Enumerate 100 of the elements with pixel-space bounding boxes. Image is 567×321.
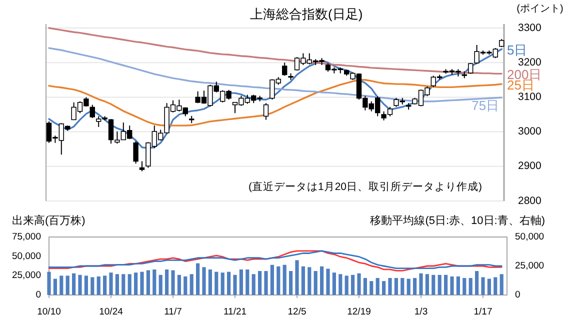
bar <box>233 274 237 295</box>
series-label: 75日 <box>472 98 500 113</box>
bar <box>487 278 491 295</box>
bar <box>314 271 318 295</box>
x-tick-label: 11/7 <box>164 306 182 318</box>
bar <box>475 271 479 295</box>
bar <box>84 276 88 295</box>
bar <box>481 277 485 295</box>
bar <box>122 274 126 295</box>
bar <box>338 274 342 295</box>
line-series <box>48 27 502 75</box>
bar <box>370 281 374 295</box>
bar <box>184 276 188 295</box>
y-tick-label: 0 <box>36 290 41 301</box>
candlestick <box>133 140 138 164</box>
bar <box>158 274 162 295</box>
y-tick-label: 3000 <box>518 126 542 138</box>
bar <box>258 271 262 295</box>
bar <box>171 270 175 295</box>
x-tick-label: 1/3 <box>414 306 428 318</box>
bar <box>202 267 206 295</box>
bar <box>128 274 132 295</box>
bar <box>406 278 410 295</box>
x-tick-label: 10/24 <box>99 306 123 318</box>
bar <box>220 272 224 295</box>
candlestick <box>282 62 288 76</box>
x-tick-label: 11/21 <box>223 306 247 318</box>
bar <box>66 276 70 295</box>
bar <box>208 269 212 295</box>
bar <box>246 269 250 295</box>
bar <box>90 277 94 295</box>
bar <box>357 273 361 295</box>
bar <box>152 269 156 295</box>
x-tick-label: 1/17 <box>474 306 492 318</box>
bar <box>388 278 392 295</box>
bar <box>326 268 330 295</box>
bar <box>214 272 218 295</box>
bar <box>456 276 460 295</box>
bar <box>394 278 398 295</box>
bar <box>494 277 498 295</box>
bar <box>376 278 380 295</box>
bar <box>425 274 429 295</box>
bar <box>47 272 51 295</box>
x-tick-label: 10/10 <box>37 306 61 318</box>
bar <box>419 273 423 295</box>
y-tick-label: 25,000 <box>12 270 41 282</box>
bar <box>444 274 448 295</box>
bar <box>332 272 336 295</box>
bar <box>103 276 107 295</box>
bar <box>351 274 355 295</box>
y2-axis-title: 移動平均線(5日:赤、10日:青、右軸) <box>370 214 545 227</box>
line-series <box>48 48 502 149</box>
bar <box>78 274 82 295</box>
line-series <box>48 79 502 126</box>
bar <box>295 260 299 295</box>
bar <box>462 278 466 295</box>
candlestick <box>263 102 269 120</box>
bar <box>450 276 454 295</box>
bar <box>190 274 194 295</box>
bar <box>115 274 119 295</box>
bar <box>363 278 367 295</box>
bar <box>165 269 169 295</box>
bar <box>468 278 472 295</box>
bar <box>301 266 305 295</box>
x-tick-label: 12/5 <box>288 306 306 318</box>
bar <box>53 278 57 295</box>
bar <box>196 263 200 295</box>
y-tick-label: 3200 <box>518 56 542 68</box>
candlestick <box>139 160 145 172</box>
bar <box>264 271 268 295</box>
bar <box>60 276 64 295</box>
bar <box>400 278 404 295</box>
bar <box>252 274 256 295</box>
bar <box>432 274 436 295</box>
chart-title: 上海総合指数(日足) <box>250 6 363 22</box>
bar <box>109 272 113 295</box>
bar <box>227 272 231 295</box>
bar <box>382 281 386 295</box>
series-label: 5日 <box>507 42 528 58</box>
bar <box>270 264 274 295</box>
bar <box>177 274 181 295</box>
y-tick-label: 3100 <box>518 90 542 103</box>
bar <box>239 269 243 295</box>
y-tick-label: 3300 <box>518 22 542 34</box>
bar <box>344 276 348 295</box>
annotation: (直近データは1月20日、取引所データより作成) <box>248 180 482 193</box>
bar <box>140 272 144 295</box>
candlestick <box>90 104 95 118</box>
bar <box>308 267 312 295</box>
y-axis-title: (ポイント) <box>516 4 564 15</box>
bar <box>289 271 293 295</box>
y-tick-label: 50,000 <box>12 250 41 262</box>
bar <box>320 266 324 295</box>
bar <box>282 264 286 295</box>
y-tick-label: 2900 <box>518 160 542 172</box>
bar <box>413 278 417 295</box>
y-axis-title: 出来高(百万株) <box>12 214 86 227</box>
y-tick-label: 75,000 <box>12 232 41 243</box>
bar <box>500 274 504 295</box>
x-tick-label: 12/19 <box>347 306 371 318</box>
